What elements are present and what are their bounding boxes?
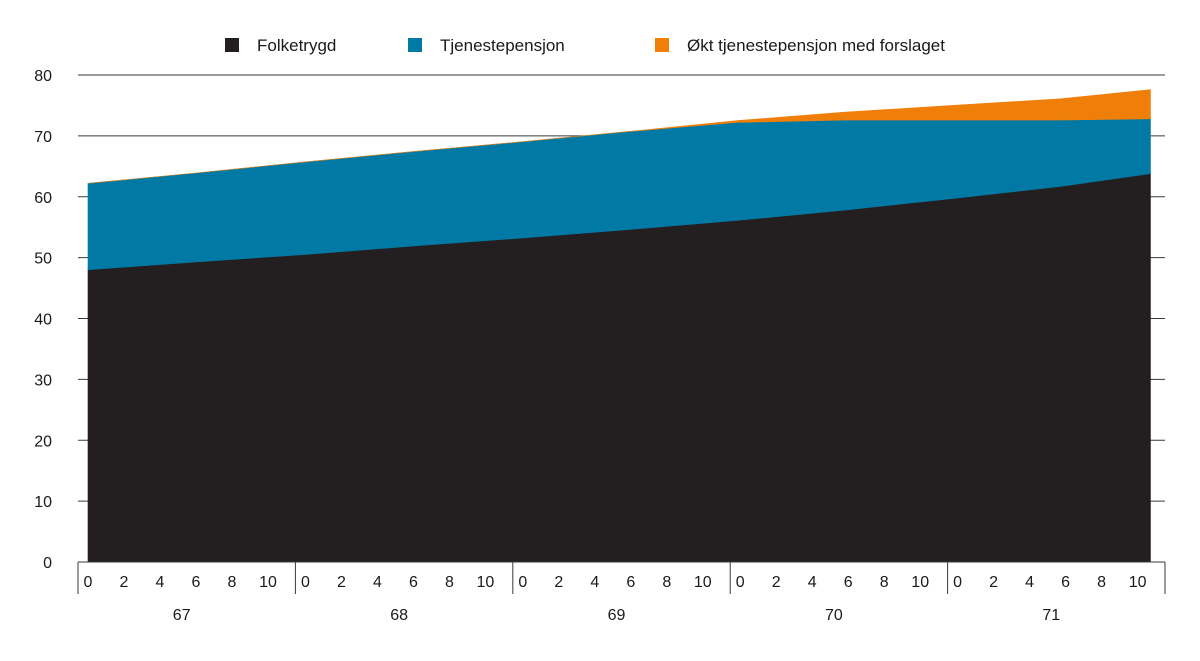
legend-label-3: Økt tjenestepensjon med forslaget — [687, 36, 945, 55]
x-sub-tick-label: 2 — [554, 574, 563, 591]
y-tick-label: 40 — [34, 312, 52, 329]
y-tick-label: 10 — [34, 494, 52, 511]
x-sub-tick-label: 4 — [1025, 574, 1034, 591]
x-sub-tick-label: 6 — [1061, 574, 1070, 591]
x-sub-tick-label: 0 — [953, 574, 962, 591]
y-tick-label: 80 — [34, 68, 52, 85]
y-tick-label: 60 — [34, 190, 52, 207]
x-group-label: 70 — [825, 607, 843, 624]
x-sub-tick-label: 10 — [1129, 574, 1147, 591]
x-sub-tick-label: 8 — [445, 574, 454, 591]
x-sub-tick-label: 8 — [662, 574, 671, 591]
x-sub-tick-label: 6 — [626, 574, 635, 591]
x-sub-tick-label: 8 — [228, 574, 237, 591]
x-sub-tick-label: 4 — [156, 574, 165, 591]
x-sub-tick-label: 2 — [337, 574, 346, 591]
legend-label-1: Folketrygd — [257, 36, 336, 55]
x-sub-tick-label: 0 — [84, 574, 93, 591]
x-sub-tick-label: 10 — [694, 574, 712, 591]
y-tick-label: 30 — [34, 372, 52, 389]
x-group-label: 71 — [1042, 607, 1060, 624]
x-sub-tick-label: 2 — [989, 574, 998, 591]
x-sub-tick-label: 2 — [120, 574, 129, 591]
x-group-label: 67 — [173, 607, 191, 624]
y-tick-label: 50 — [34, 251, 52, 268]
x-group-label: 69 — [608, 607, 626, 624]
x-sub-tick-label: 10 — [477, 574, 495, 591]
x-sub-tick-label: 4 — [590, 574, 599, 591]
x-sub-tick-label: 6 — [844, 574, 853, 591]
x-sub-tick-label: 4 — [373, 574, 382, 591]
x-sub-tick-label: 0 — [518, 574, 527, 591]
legend-swatch-3 — [655, 38, 669, 52]
x-group-label: 68 — [390, 607, 408, 624]
area-series-3 — [87, 89, 1151, 184]
legend-swatch-2 — [408, 38, 422, 52]
legend-swatch-1 — [225, 38, 239, 52]
x-sub-tick-label: 6 — [409, 574, 418, 591]
y-tick-label: 0 — [43, 555, 52, 572]
legend-label-2: Tjenestepensjon — [440, 36, 565, 55]
x-sub-tick-label: 2 — [772, 574, 781, 591]
x-sub-tick-label: 4 — [808, 574, 817, 591]
x-sub-tick-label: 0 — [301, 574, 310, 591]
y-tick-label: 70 — [34, 129, 52, 146]
x-sub-tick-label: 10 — [259, 574, 277, 591]
x-sub-tick-label: 6 — [192, 574, 201, 591]
x-sub-tick-label: 8 — [880, 574, 889, 591]
x-sub-tick-label: 8 — [1097, 574, 1106, 591]
y-tick-label: 20 — [34, 433, 52, 450]
x-sub-tick-label: 0 — [736, 574, 745, 591]
x-sub-tick-label: 10 — [911, 574, 929, 591]
